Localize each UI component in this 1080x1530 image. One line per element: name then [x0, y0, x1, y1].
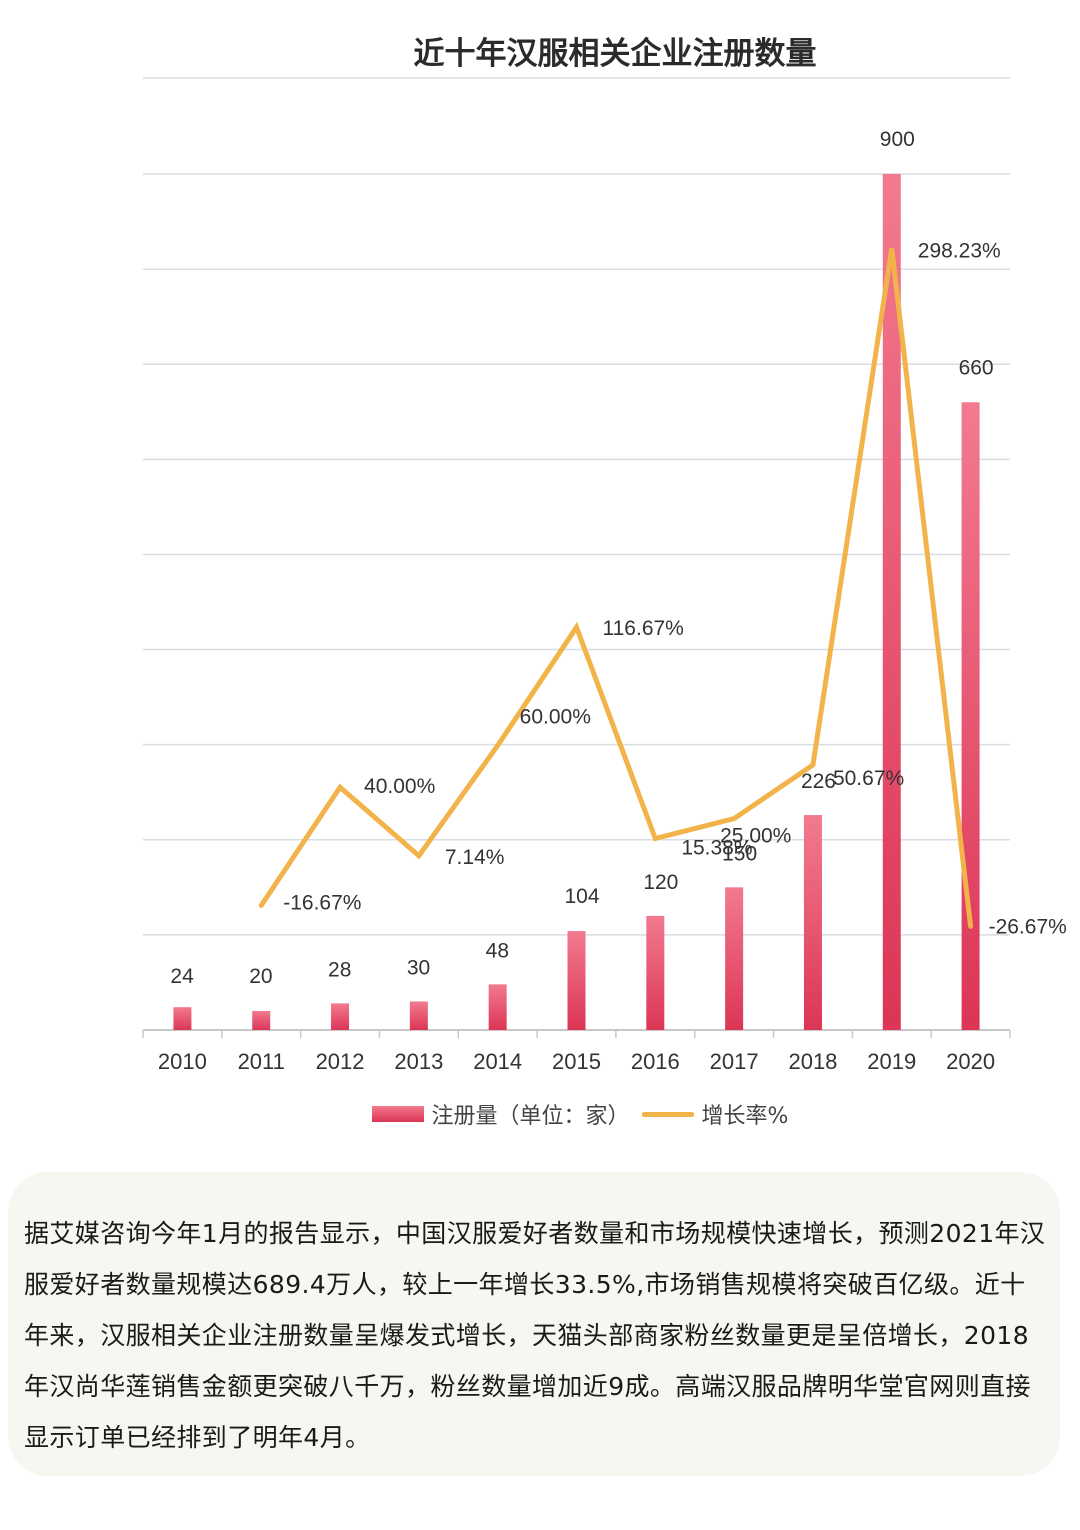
bar-value-label-2015: 104 [565, 885, 600, 908]
growth-rate-label-2017: 25.00% [720, 825, 791, 848]
x-tick-label-2013: 2013 [394, 1049, 443, 1074]
bar-2010 [173, 1007, 192, 1030]
chart-title: 近十年汉服相关企业注册数量 [413, 36, 817, 72]
growth-rate-line [258, 248, 974, 929]
x-tick-label-2010: 2010 [158, 1049, 207, 1074]
growth-rate-label-2014: 60.00% [520, 705, 591, 728]
bar-2018 [803, 815, 822, 1030]
bar-value-label-2011: 20 [249, 965, 272, 988]
summary-text: 据艾媒咨询今年1月的报告显示，中国汉服爱好者数量和市场规模快速增长，预测2021… [24, 1219, 1046, 1452]
bar-2014 [488, 984, 507, 1030]
bar-2015 [567, 931, 586, 1030]
x-tick-label-2020: 2020 [946, 1049, 995, 1074]
bar-value-label-2017: 150 [722, 842, 757, 865]
legend-item-bars: 注册量（单位：家） [371, 1098, 630, 1130]
x-tick-label-2015: 2015 [552, 1049, 601, 1074]
growth-rate-label-2012: 40.00% [364, 775, 435, 798]
bar-2020 [961, 402, 980, 1030]
bar-2011 [252, 1010, 271, 1030]
bar-2013 [409, 1001, 428, 1030]
growth-rate-label-2019: 298.23% [918, 239, 1001, 262]
legend-swatch-bar [371, 1106, 424, 1122]
x-tick-label-2018: 2018 [788, 1049, 837, 1074]
bar-value-label-2010: 24 [170, 965, 194, 988]
bar-2019 [882, 174, 901, 1030]
bar-value-label-2018: 226 [801, 770, 836, 793]
bar-value-label-2012: 28 [328, 958, 351, 981]
growth-rate-label-2016: 15.38% [681, 837, 752, 860]
bar-2017 [725, 887, 744, 1030]
bar-value-label-2016: 120 [643, 871, 678, 894]
x-tick-label-2017: 2017 [710, 1049, 759, 1074]
growth-rate-label-2015: 116.67% [603, 617, 684, 640]
bar-value-label-2020: 660 [959, 356, 994, 379]
x-tick-label-2012: 2012 [316, 1049, 365, 1074]
summary-note: 据艾媒咨询今年1月的报告显示，中国汉服爱好者数量和市场规模快速增长，预测2021… [8, 1172, 1060, 1476]
legend-item-line: 增长率% [641, 1098, 789, 1130]
growth-rate-label-2018: 50.67% [833, 767, 904, 790]
growth-rate-label-2013: 7.14% [445, 846, 505, 869]
legend-swatch-line [641, 1111, 694, 1117]
bar-value-label-2019: 900 [880, 128, 915, 151]
growth-rate-label-2020: -26.67% [989, 915, 1067, 938]
x-tick-label-2014: 2014 [473, 1049, 522, 1074]
bar-2016 [646, 915, 665, 1030]
legend: 注册量（单位：家） 增长率% [0, 1098, 1080, 1130]
x-tick-label-2016: 2016 [631, 1049, 680, 1074]
x-tick-label-2019: 2019 [867, 1049, 916, 1074]
bar-value-label-2013: 30 [407, 956, 430, 979]
growth-rate-label-2011: -16.67% [283, 891, 361, 914]
legend-label-line: 增长率% [701, 1104, 789, 1129]
bar-value-label-2014: 48 [486, 939, 509, 962]
x-tick-label-2011: 2011 [238, 1049, 285, 1074]
bar-2012 [331, 1003, 350, 1030]
chart: 24 20 28 30 48 104 120 150 226 900 660 -16.67% 40.00… [142, 77, 1067, 1074]
legend-label-bars: 注册量（单位：家） [431, 1104, 630, 1129]
